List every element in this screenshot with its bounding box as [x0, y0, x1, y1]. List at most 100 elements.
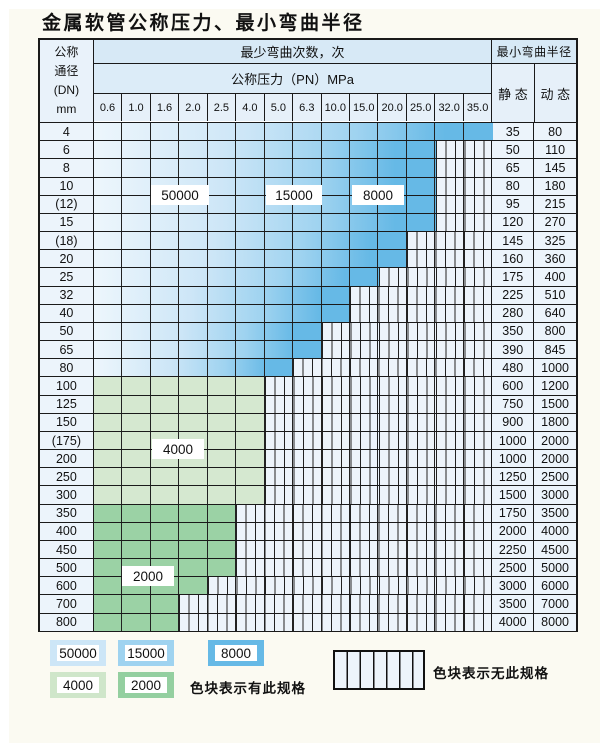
header-center: 最少弯曲次数，次 公称压力（PN）MPa 0.6 1.0 1.6 2.0 2.5 4.0 5… — [93, 40, 493, 122]
no-spec-cell — [464, 468, 491, 485]
no-spec-cell — [435, 613, 464, 631]
cycles-cell — [293, 322, 322, 341]
cycles-cell — [94, 540, 123, 559]
cycles-cell — [122, 540, 151, 559]
cycles-cell — [208, 341, 237, 359]
no-spec-cell — [464, 414, 491, 431]
zone-cycle-label: 4000 — [152, 439, 204, 459]
table-row: 600 3000 6000 — [40, 577, 576, 596]
cycles-cell — [236, 286, 265, 304]
cycles-cell — [208, 304, 237, 322]
cell-grid-overlay — [94, 250, 492, 268]
no-spec-striped-zone — [236, 504, 492, 522]
static-radius-cell: 120 — [492, 213, 535, 232]
dn-header-line: mm — [56, 102, 77, 116]
cycles-cell — [179, 322, 208, 341]
dn-cell: 800 — [40, 613, 94, 631]
cycles-cell — [208, 486, 237, 504]
cycles-cell — [265, 359, 294, 377]
no-spec-cell — [208, 595, 237, 613]
no-spec-cell — [435, 522, 464, 540]
cycles-cell — [94, 431, 123, 450]
no-spec-cell — [378, 522, 407, 540]
table-row: 250 1250 2500 — [40, 468, 576, 487]
cycles-cells-area — [93, 232, 493, 250]
dynamic-radius-cell: 800 — [534, 322, 576, 341]
cycles-cell — [350, 141, 379, 159]
cell-grid-overlay — [94, 613, 492, 631]
no-spec-cell — [322, 522, 351, 540]
cycles-cell — [208, 250, 237, 268]
no-spec-cell — [236, 540, 265, 559]
cycles-cell — [122, 195, 151, 213]
no-spec-cell — [322, 377, 351, 395]
cycles-cell — [151, 159, 180, 177]
no-spec-swatch — [333, 650, 425, 690]
cycles-cell — [179, 159, 208, 177]
table-row: 8 65 145 — [40, 159, 576, 178]
no-spec-cell — [322, 431, 351, 450]
cycles-cell — [94, 468, 123, 486]
cycles-colored-zone — [93, 540, 237, 559]
pressure-header-value: 5.0 — [265, 94, 294, 121]
no-spec-cell — [407, 395, 436, 413]
no-spec-striped-zone — [179, 595, 492, 613]
cycles-cell — [94, 359, 123, 377]
no-spec-cell — [293, 359, 322, 377]
no-spec-cell — [265, 577, 294, 595]
zone-cycle-label: 8000 — [352, 185, 404, 205]
no-spec-cell — [236, 613, 265, 631]
no-spec-cell — [435, 431, 464, 450]
no-spec-cell — [350, 395, 379, 413]
no-spec-cell — [378, 540, 407, 559]
dn-cell: 10 — [40, 177, 94, 195]
no-spec-cell — [435, 540, 464, 559]
cycles-cell — [179, 123, 208, 141]
no-spec-cell — [293, 450, 322, 468]
no-spec-cell — [435, 286, 464, 304]
legend-swatch-value: 2000 — [125, 677, 167, 693]
cycles-cell — [407, 123, 436, 141]
no-spec-cell — [464, 305, 491, 322]
no-spec-cell — [350, 504, 379, 522]
cycles-cell — [122, 177, 151, 195]
dynamic-radius-cell: 1200 — [534, 377, 576, 395]
no-spec-cell — [435, 377, 464, 395]
static-radius-cell: 65 — [492, 159, 535, 177]
cycles-cell — [322, 268, 351, 286]
cell-grid-overlay — [94, 304, 492, 322]
cycles-cell — [94, 559, 123, 577]
no-spec-cell — [265, 540, 294, 559]
cycles-cell — [236, 450, 265, 468]
table-row: (18) 145 325 — [40, 232, 576, 251]
cell-grid-overlay — [94, 123, 492, 141]
cycles-cell — [122, 486, 151, 504]
no-spec-cell — [435, 213, 464, 232]
cycles-colored-zone — [93, 304, 351, 322]
no-spec-cell — [435, 195, 464, 213]
no-spec-cell — [407, 540, 436, 559]
no-spec-cell — [322, 486, 351, 504]
cycles-cell — [122, 213, 151, 232]
cycles-cell — [179, 286, 208, 304]
table-row: (175) 1000 2000 — [40, 431, 576, 451]
no-spec-cell — [236, 559, 265, 577]
cycles-cell — [208, 123, 237, 141]
cycles-cells-area — [93, 359, 493, 377]
cycles-colored-zone — [93, 286, 351, 304]
dn-cell: 25 — [40, 268, 94, 286]
cell-grid-overlay — [94, 322, 492, 341]
cycles-cells-area — [93, 540, 493, 559]
cycles-colored-zone — [93, 468, 265, 486]
static-radius-cell: 1000 — [492, 431, 535, 450]
radius-header-cell: 最小弯曲半径 — [492, 40, 576, 64]
table-body: 4 35 80 6 50 110 8 65 145 10 80 180 (12) 95 215 15 120 27… — [40, 123, 576, 631]
cycles-cell — [265, 213, 294, 232]
cycles-cell — [151, 540, 180, 559]
cycles-cell — [265, 286, 294, 304]
table-row: 200 1000 2000 — [40, 450, 576, 469]
cycles-cell — [236, 468, 265, 486]
no-spec-cell — [265, 559, 294, 577]
static-radius-cell: 2500 — [492, 559, 535, 577]
